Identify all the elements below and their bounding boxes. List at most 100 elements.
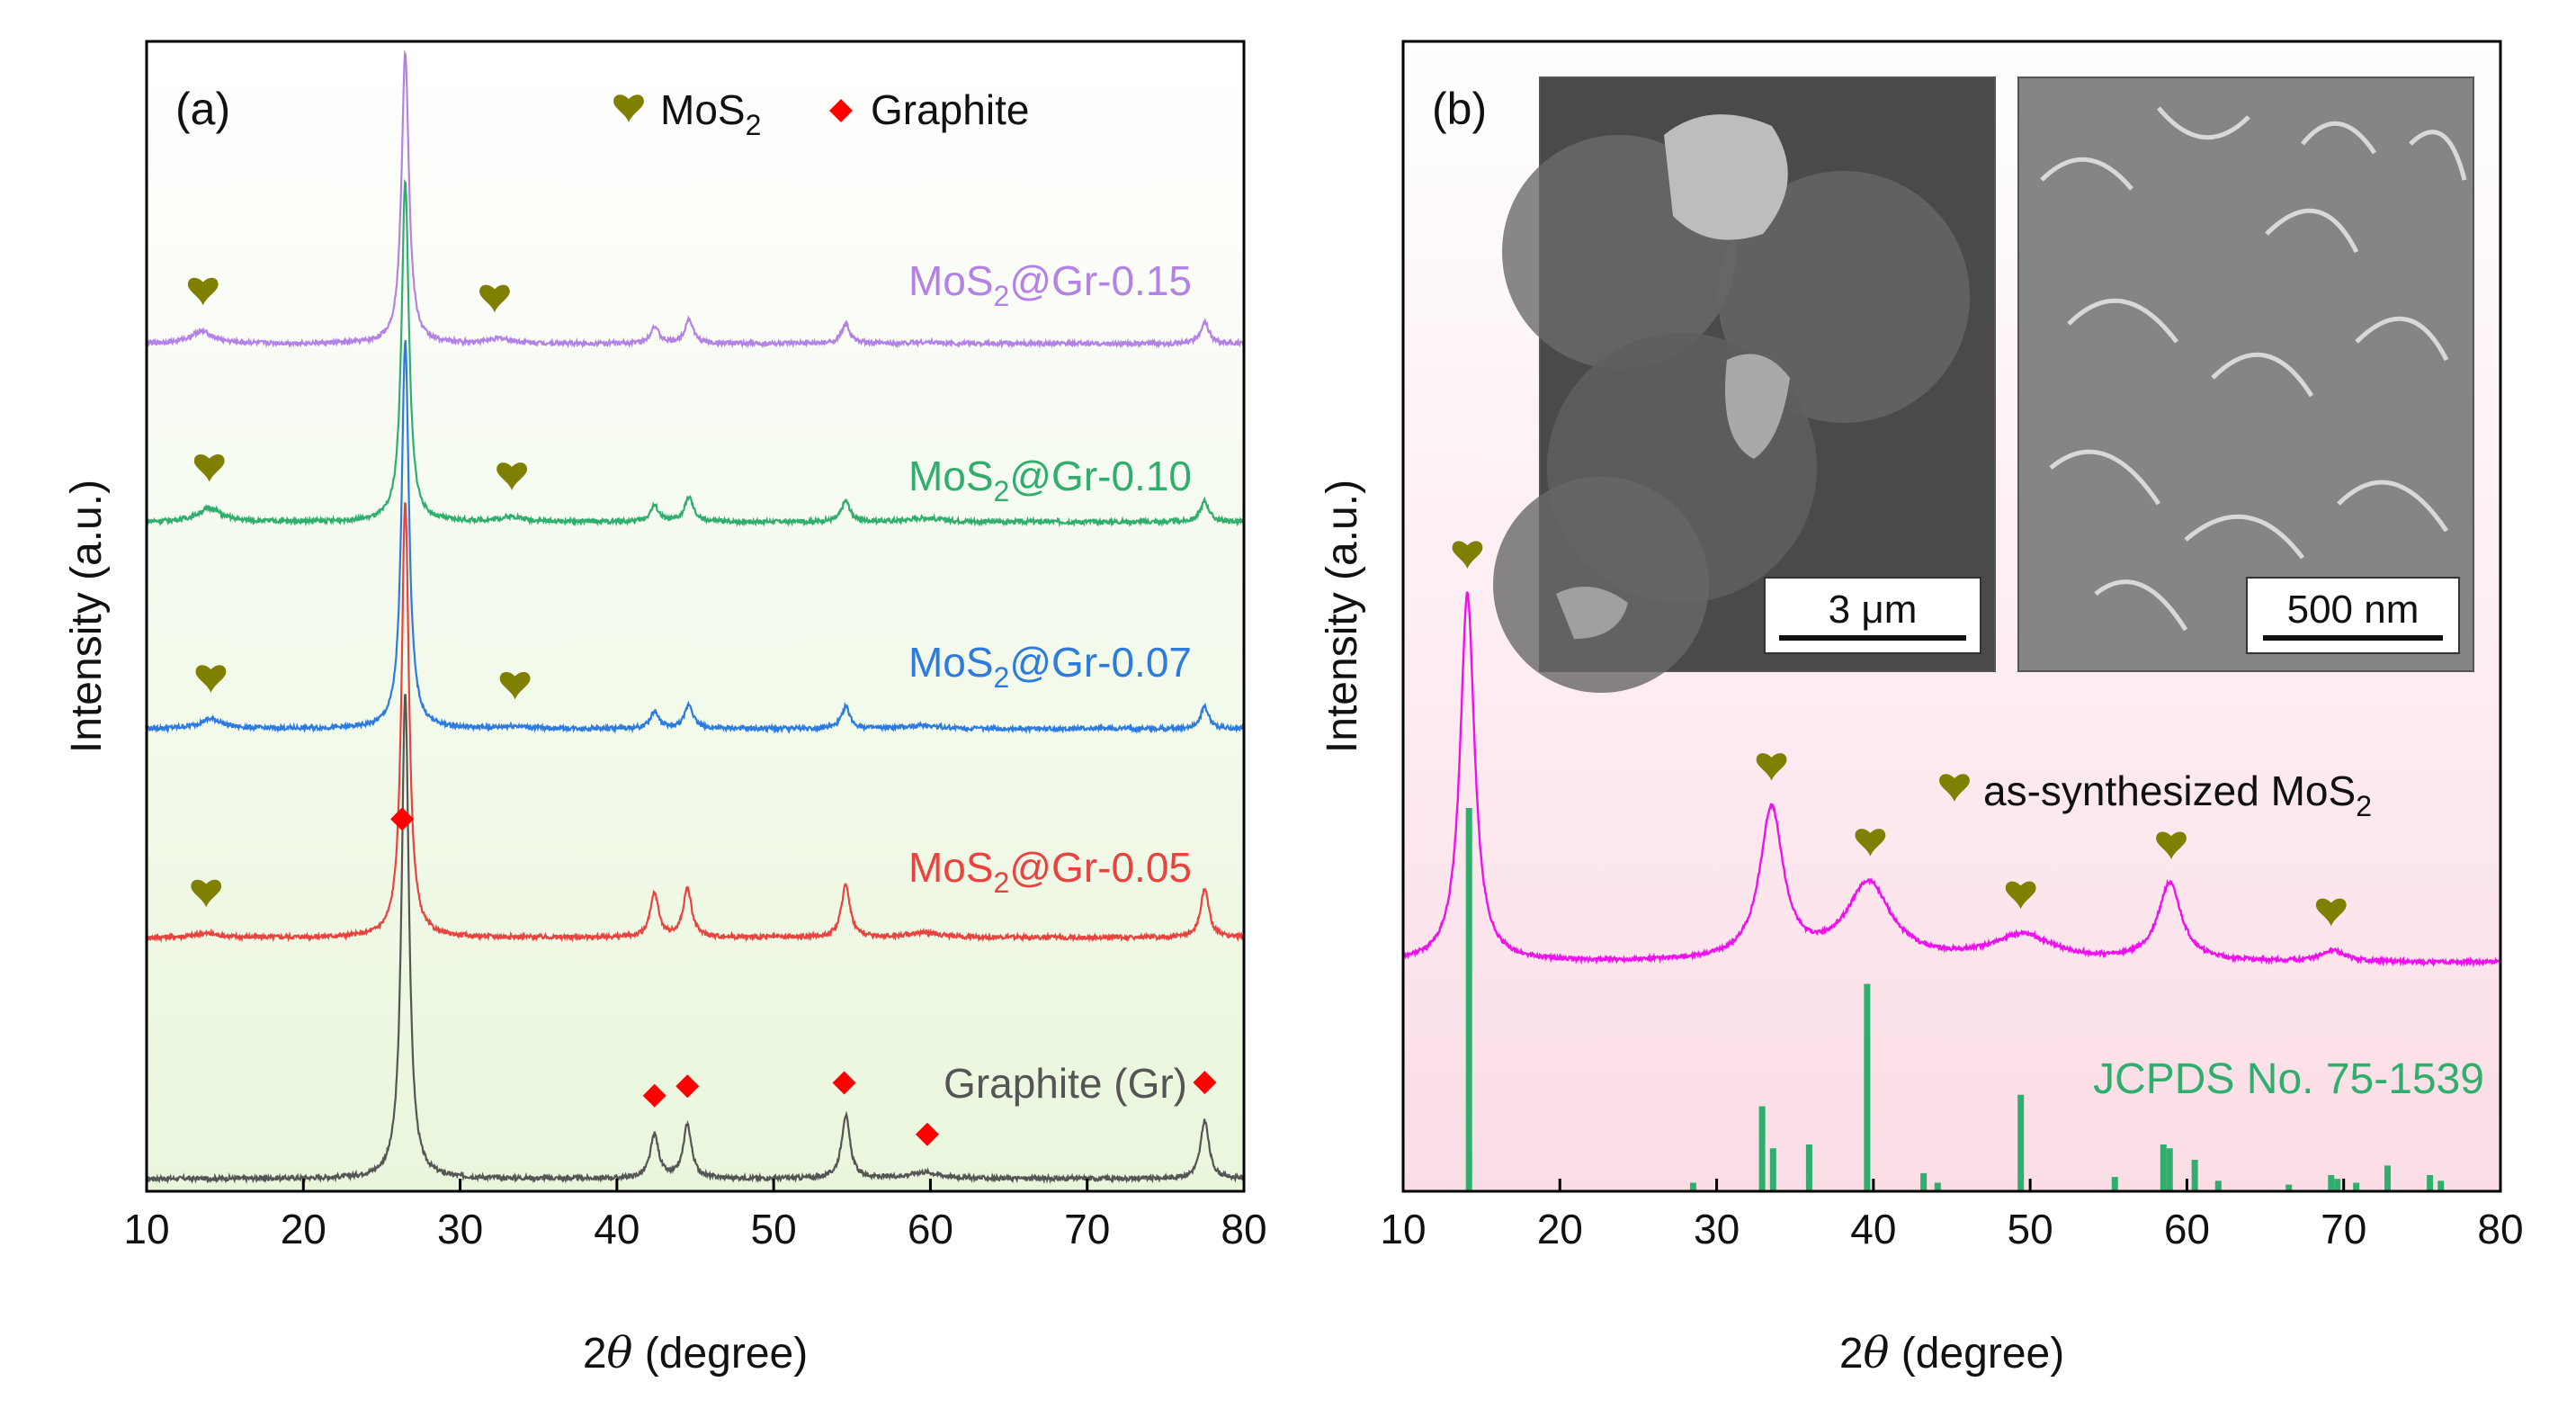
legend-mos2-label: MoS2 bbox=[660, 86, 761, 141]
panel-a-marker-layer bbox=[187, 277, 1217, 1146]
series-label-suffix: @Gr-0.10 bbox=[1009, 453, 1192, 499]
panel-a-legend: MoS2 Graphite bbox=[613, 86, 1029, 141]
legend-as-synthesized-text: as-synthesized MoS bbox=[1983, 767, 2356, 814]
sem-inset-right-image bbox=[2017, 76, 2474, 672]
x-tick-label: 10 bbox=[123, 1206, 169, 1252]
sem-inset-right: 500 nm bbox=[2017, 76, 2474, 672]
mos2-heart-icon bbox=[1452, 541, 1483, 570]
panel-b-ylabel: Intensity (a.u.) bbox=[1319, 480, 1366, 753]
legend-as-synthesized-sub: 2 bbox=[2356, 790, 2372, 822]
panel-b-xlabel-prefix: 2 bbox=[1839, 1330, 1864, 1378]
scale-bar bbox=[2263, 635, 2443, 641]
panel-b-xlabel-var: θ bbox=[1864, 1328, 1890, 1378]
x-tick-label: 60 bbox=[2164, 1206, 2210, 1252]
series-label: MoS2@Gr-0.07 bbox=[908, 639, 1192, 694]
scale-label-3um: 3 μm bbox=[1829, 588, 1918, 632]
graphite-diamond-icon bbox=[915, 1122, 939, 1146]
x-tick-label: 60 bbox=[908, 1206, 953, 1252]
sem-inset-left: 3 μm bbox=[1493, 76, 1996, 693]
mos2-heart-icon bbox=[2315, 898, 2347, 927]
sem-sphere bbox=[1493, 477, 1709, 693]
panel-a-x-ticks: 10 20 30 40 50 60 70 80 bbox=[123, 1179, 1267, 1252]
legend-diamond-icon bbox=[829, 99, 853, 122]
panel-b: 10 20 30 40 50 60 70 80 (b) as-synthesized MoS2… bbox=[1319, 40, 2524, 1378]
panel-a-series-layer bbox=[145, 49, 1245, 1185]
mos2-heart-icon bbox=[499, 671, 531, 700]
x-tick-label: 70 bbox=[2321, 1206, 2366, 1252]
graphite-diamond-icon bbox=[832, 1071, 856, 1095]
x-tick-label: 50 bbox=[2008, 1206, 2053, 1252]
series-label: MoS2@Gr-0.10 bbox=[908, 453, 1192, 507]
legend-heart-icon bbox=[613, 94, 644, 122]
panel-a-xlabel-var: θ bbox=[607, 1328, 633, 1378]
panel-b-series-layer bbox=[1402, 591, 2501, 968]
legend-mos2-sub: 2 bbox=[746, 109, 762, 141]
x-tick-label: 50 bbox=[751, 1206, 797, 1252]
panel-a-xlabel-suffix: (degree) bbox=[632, 1330, 808, 1378]
x-tick-label: 70 bbox=[1064, 1206, 1110, 1252]
panel-b-marker-layer bbox=[1452, 541, 2347, 927]
panel-b-label: (b) bbox=[1432, 84, 1487, 134]
series-label-suffix: @Gr-0.07 bbox=[1009, 639, 1192, 686]
panel-a-xlabel-prefix: 2 bbox=[583, 1330, 607, 1378]
series-line-1 bbox=[145, 501, 1245, 943]
sem-nanosheets bbox=[2040, 106, 2467, 632]
panel-b-x-ticks: 10 20 30 40 50 60 70 80 bbox=[1380, 1179, 2524, 1252]
series-label-text: MoS bbox=[908, 639, 994, 686]
series-label-sub: 2 bbox=[994, 866, 1010, 899]
scale-label-500nm: 500 nm bbox=[2287, 588, 2419, 632]
mos2-heart-icon bbox=[2005, 881, 2036, 910]
x-tick-label: 80 bbox=[2477, 1206, 2523, 1252]
mos2-heart-icon bbox=[193, 453, 225, 482]
legend-graphite-label: Graphite bbox=[871, 86, 1029, 133]
sem-flake bbox=[1556, 587, 1628, 639]
series-label: Graphite (Gr) bbox=[944, 1060, 1187, 1107]
panel-b-legend: as-synthesized MoS2 bbox=[1939, 767, 2372, 822]
legend-heart-icon bbox=[1939, 774, 1970, 802]
x-tick-label: 10 bbox=[1380, 1206, 1426, 1252]
panel-a-plot-area bbox=[147, 41, 1244, 1191]
panel-a-label: (a) bbox=[175, 84, 230, 134]
panel-a-xlabel: 2θ (degree) bbox=[583, 1328, 808, 1378]
series-label-text: MoS bbox=[908, 257, 994, 304]
series-line-3 bbox=[146, 178, 1244, 528]
mos2-heart-icon bbox=[191, 879, 222, 908]
series-label-suffix: @Gr-0.15 bbox=[1009, 257, 1192, 304]
series-line-0 bbox=[146, 694, 1244, 1185]
sem-sphere bbox=[1718, 171, 1970, 423]
panel-b-xlabel-suffix: (degree) bbox=[1889, 1330, 2064, 1378]
series-label: MoS2@Gr-0.05 bbox=[908, 844, 1192, 899]
panel-b-frame bbox=[1401, 40, 2502, 1193]
mos2-heart-icon bbox=[195, 665, 227, 693]
mos2-heart-icon bbox=[1855, 829, 1886, 857]
series-label-suffix: @Gr-0.05 bbox=[1009, 844, 1192, 891]
panel-a-ylabel: Intensity (a.u.) bbox=[63, 480, 111, 753]
mos2-heart-icon bbox=[496, 462, 527, 490]
series-label-sub: 2 bbox=[994, 280, 1010, 312]
series-label-text: MoS bbox=[908, 844, 994, 891]
x-tick-label: 30 bbox=[437, 1206, 483, 1252]
series-line-4 bbox=[146, 49, 1245, 349]
graphite-diamond-icon bbox=[642, 1083, 666, 1108]
x-tick-label: 20 bbox=[281, 1206, 326, 1252]
mos2-heart-icon bbox=[187, 277, 219, 306]
series-label-text: MoS bbox=[908, 453, 994, 499]
x-tick-label: 30 bbox=[1694, 1206, 1740, 1252]
series-label-sub: 2 bbox=[994, 661, 1010, 694]
graphite-diamond-icon bbox=[1193, 1071, 1217, 1095]
mos2-heart-icon bbox=[2156, 831, 2187, 860]
panel-a: Graphite (Gr)MoS2@Gr-0.05MoS2@Gr-0.07MoS… bbox=[63, 40, 1267, 1378]
panel-b-xlabel: 2θ (degree) bbox=[1839, 1328, 2064, 1378]
x-tick-label: 40 bbox=[594, 1206, 640, 1252]
panel-a-frame bbox=[145, 40, 1246, 1193]
x-tick-label: 80 bbox=[1221, 1206, 1266, 1252]
legend-as-synthesized-label: as-synthesized MoS2 bbox=[1983, 767, 2372, 822]
legend-mos2-text: MoS bbox=[660, 86, 746, 133]
mos2-heart-icon bbox=[1756, 753, 1787, 781]
panel-a-series-labels: Graphite (Gr)MoS2@Gr-0.05MoS2@Gr-0.07MoS… bbox=[908, 257, 1192, 1107]
scale-bar bbox=[1779, 635, 1966, 641]
panel-b-reference-lines bbox=[1465, 808, 2445, 1190]
x-tick-label: 40 bbox=[1850, 1206, 1896, 1252]
series-label-sub: 2 bbox=[994, 475, 1010, 507]
